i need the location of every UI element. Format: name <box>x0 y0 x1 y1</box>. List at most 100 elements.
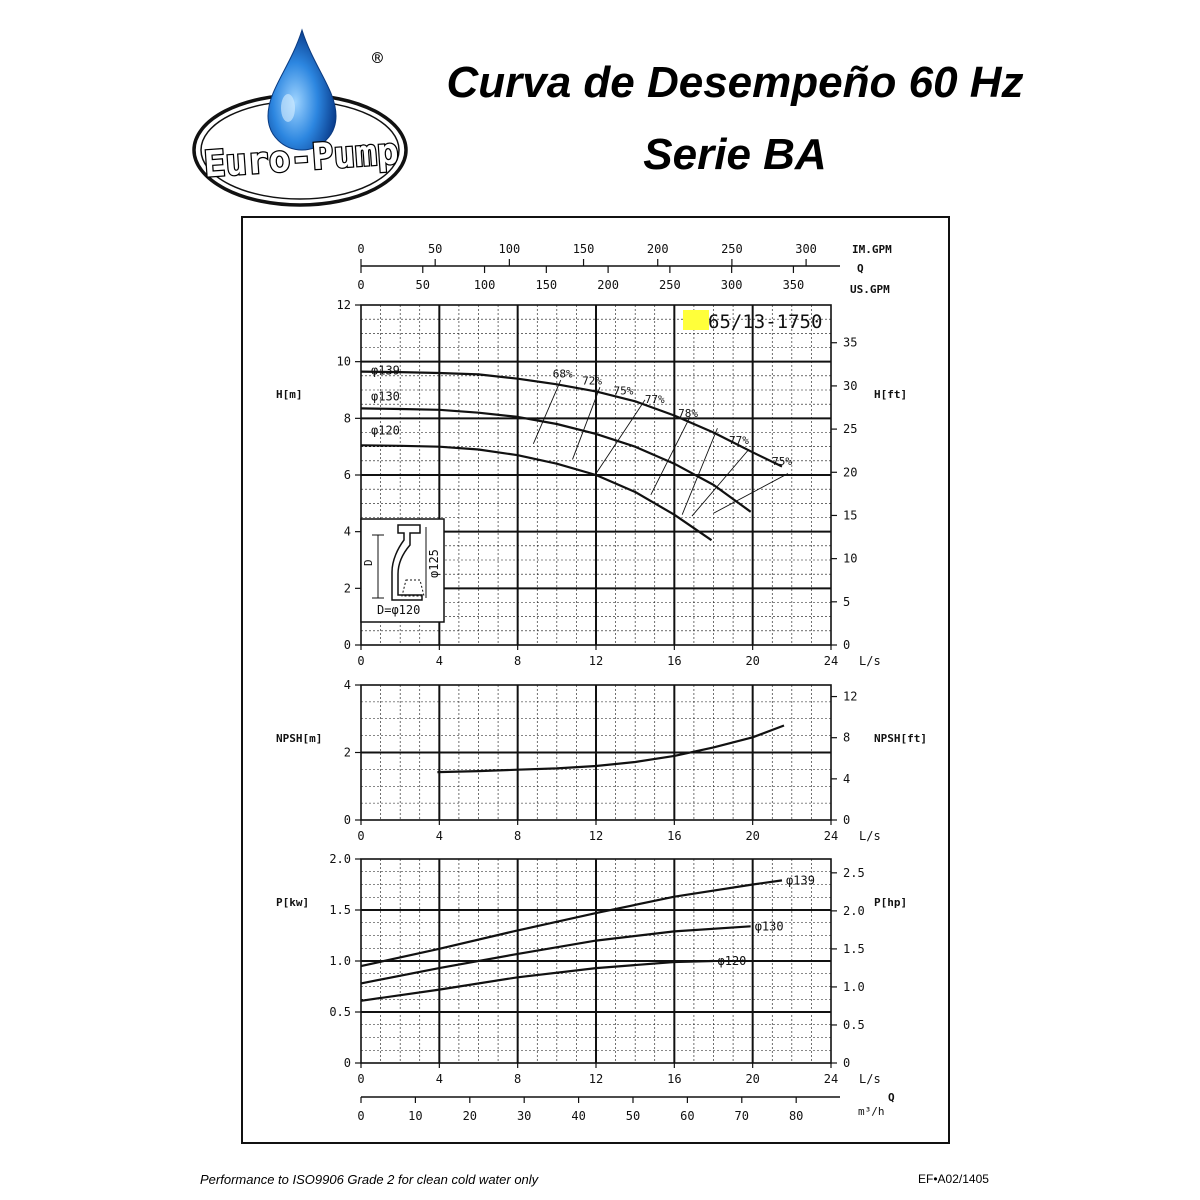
m3h-tick-label: 40 <box>571 1109 585 1123</box>
page-subtitle: Serie BA <box>643 130 827 179</box>
x-tick-label: 16 <box>667 829 681 843</box>
efficiency-label: 75% <box>772 455 792 468</box>
curve-d130 <box>360 925 751 985</box>
usgpm-label: US.GPM <box>850 283 890 296</box>
curve-d120 <box>360 959 714 1002</box>
curve-d130 <box>360 407 752 513</box>
y-tick-label: 12 <box>337 298 351 312</box>
y-right-tick-label: 15 <box>843 508 857 522</box>
y-axis-title: H[m] <box>276 388 303 401</box>
y-right-tick-label: 1.0 <box>843 980 865 994</box>
x-tick-label: 0 <box>357 1072 364 1086</box>
page-title: Curva de Desempeño 60 Hz <box>446 58 1024 107</box>
m3h-tick-label: 0 <box>357 1109 364 1123</box>
m3h-tick-label: 60 <box>680 1109 694 1123</box>
y-right-tick-label: 20 <box>843 465 857 479</box>
curve-label: φ139 <box>371 364 400 378</box>
x-unit-label: L/s <box>859 654 881 668</box>
model-label: 65/13-1750 <box>708 311 822 333</box>
usgpm-tick-label: 350 <box>783 278 805 292</box>
y-tick-label: 0 <box>344 638 351 652</box>
imgpm-tick-label: 150 <box>573 242 595 256</box>
y-tick-label: 0 <box>344 1056 351 1070</box>
x-tick-label: 4 <box>436 829 443 843</box>
y-axis-title: P[kw] <box>276 896 309 909</box>
curve-label: φ130 <box>371 389 400 403</box>
curve-label: φ139 <box>786 873 815 887</box>
impeller-inset: D φ125 D=φ120 <box>360 518 445 623</box>
m3h-tick-label: 20 <box>463 1109 477 1123</box>
efficiency-line <box>532 379 562 445</box>
x-tick-label: 16 <box>667 654 681 668</box>
y-right-tick-label: 25 <box>843 422 857 436</box>
x-tick-label: 0 <box>357 654 364 668</box>
m3h-tick-label: 30 <box>517 1109 531 1123</box>
curve-d139 <box>360 370 783 468</box>
efficiency-line <box>713 473 789 514</box>
inset-dimension: φ125 <box>427 549 441 578</box>
y-right-axis-title: H[ft] <box>874 388 907 401</box>
y-right-axis-title: P[hp] <box>874 896 907 909</box>
x-tick-label: 20 <box>745 829 759 843</box>
m3h-unit-label: m³/h <box>858 1105 885 1118</box>
imgpm-tick-label: 200 <box>647 242 669 256</box>
y-right-tick-label: 0 <box>843 638 850 652</box>
x-tick-label: 24 <box>824 1072 838 1086</box>
curve-d120 <box>360 444 713 542</box>
x-tick-label: 16 <box>667 1072 681 1086</box>
inset-d-label: D <box>362 559 375 566</box>
y-tick-label: 10 <box>337 355 351 369</box>
y-right-tick-label: 0 <box>843 1056 850 1070</box>
efficiency-label: 77% <box>645 393 665 406</box>
y-tick-label: 1.5 <box>329 903 351 917</box>
imgpm-tick-label: 300 <box>795 242 817 256</box>
y-right-tick-label: 10 <box>843 552 857 566</box>
y-tick-label: 8 <box>344 411 351 425</box>
curve-npsh <box>437 724 785 774</box>
y-tick-label: 2 <box>344 746 351 760</box>
y-tick-label: 1.0 <box>329 954 351 968</box>
m3h-tick-label: 50 <box>626 1109 640 1123</box>
y-tick-label: 2.0 <box>329 852 351 866</box>
efficiency-label: 72% <box>582 374 602 387</box>
y-right-tick-label: 4 <box>843 772 850 786</box>
y-right-tick-label: 1.5 <box>843 942 865 956</box>
y-right-tick-label: 35 <box>843 336 857 350</box>
y-right-axis-title: NPSH[ft] <box>874 732 927 745</box>
x-tick-label: 8 <box>514 829 521 843</box>
efficiency-label: 77% <box>729 434 749 447</box>
efficiency-line <box>650 416 691 496</box>
imgpm-tick-label: 250 <box>721 242 743 256</box>
imgpm-label: IM.GPM <box>852 243 892 256</box>
usgpm-tick-label: 150 <box>535 278 557 292</box>
m3h-tick-label: 10 <box>408 1109 422 1123</box>
efficiency-line <box>681 428 718 515</box>
imgpm-tick-label: 50 <box>428 242 442 256</box>
usgpm-tick-label: 100 <box>474 278 496 292</box>
y-tick-label: 0.5 <box>329 1005 351 1019</box>
x-tick-label: 0 <box>357 829 364 843</box>
y-right-tick-label: 0 <box>843 813 850 827</box>
efficiency-line <box>691 449 750 517</box>
curve-d139 <box>360 879 783 968</box>
x-unit-label: L/s <box>859 829 881 843</box>
usgpm-tick-label: 0 <box>357 278 364 292</box>
x-tick-label: 12 <box>589 829 603 843</box>
y-right-tick-label: 2.5 <box>843 866 865 880</box>
registered-mark: ® <box>372 48 383 69</box>
efficiency-label: 78% <box>678 407 698 420</box>
footer-note: Performance to ISO9906 Grade 2 for clean… <box>200 1172 539 1187</box>
y-tick-label: 4 <box>344 525 351 539</box>
y-tick-label: 2 <box>344 581 351 595</box>
usgpm-tick-label: 300 <box>721 278 743 292</box>
m3h-q-label: Q <box>888 1091 895 1104</box>
efficiency-line <box>595 399 646 474</box>
x-tick-label: 12 <box>589 654 603 668</box>
usgpm-tick-label: 50 <box>416 278 430 292</box>
m3h-tick-label: 80 <box>789 1109 803 1123</box>
curve-label: φ130 <box>755 919 784 933</box>
imgpm-tick-label: 100 <box>499 242 521 256</box>
efficiency-label: 68% <box>553 367 573 380</box>
efficiency-label: 75% <box>613 384 633 397</box>
